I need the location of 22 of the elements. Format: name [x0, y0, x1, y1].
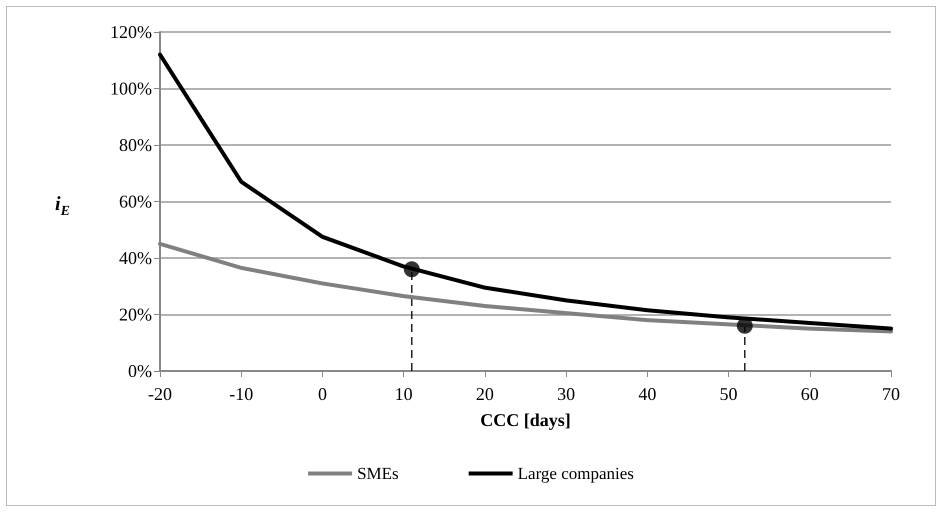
y-axis-title: i$_{E}$: [55, 193, 70, 220]
x-tick-label: 40: [638, 384, 656, 404]
x-tick-label: -20: [148, 384, 172, 404]
x-tick-label: 0: [318, 384, 327, 404]
y-tick-label: 40%: [119, 248, 152, 268]
x-tick-label: 60: [800, 384, 819, 404]
x-tick-label: 70: [882, 384, 900, 404]
y-tick-label: 80%: [119, 135, 152, 155]
y-tick-label: 20%: [119, 304, 152, 324]
y-tick-label: 100%: [110, 78, 152, 98]
x-tick-label: 30: [557, 384, 576, 404]
x-tick-label: 10: [394, 384, 413, 404]
x-tick-label: -10: [229, 384, 254, 404]
legend-label: Large companies: [518, 464, 634, 483]
y-tick-label: 120%: [110, 22, 152, 42]
x-axis-title: CCC [days]: [480, 410, 571, 430]
x-tick-label: 20: [476, 384, 494, 404]
y-tick-label: 0%: [128, 361, 152, 381]
y-tick-label: 60%: [119, 192, 152, 212]
x-tick-label: 50: [720, 384, 738, 404]
legend-label: SMEs: [357, 464, 399, 483]
line-series: [158, 52, 893, 331]
